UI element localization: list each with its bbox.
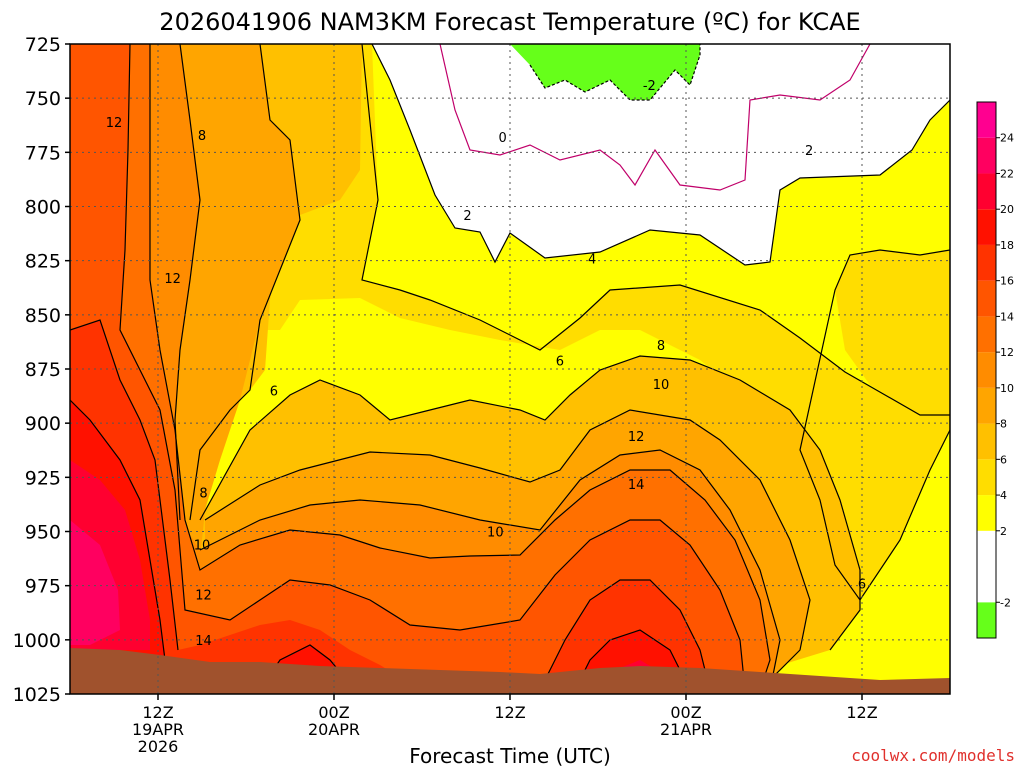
colorbar-bin: [977, 173, 996, 210]
contour-label: 8: [657, 339, 665, 354]
colorbar-tick-label: 12: [1000, 346, 1014, 359]
y-tick-label: 950: [25, 522, 61, 544]
colorbar-tick-label: 18: [1000, 239, 1014, 252]
contour-2: [371, 44, 950, 266]
y-tick-label: 1000: [13, 630, 61, 652]
x-tick-label: 00Z: [670, 703, 701, 722]
colorbar-tick-label: 10: [1000, 382, 1014, 395]
colorbar-tick-label: 22: [1000, 167, 1014, 180]
colorbar-bin: [977, 137, 996, 174]
x-tick-label: 2026: [138, 737, 179, 756]
contour-label: 10: [653, 378, 670, 393]
y-tick-label: 750: [25, 88, 61, 110]
x-tick-label: 00Z: [318, 703, 349, 722]
contour-10: [199, 449, 781, 691]
contour-label: 6: [556, 354, 564, 369]
colorbar-bin: [977, 102, 996, 138]
contour-label: 2: [805, 144, 813, 159]
contour-label: 12: [164, 272, 181, 287]
contour-16: [70, 319, 711, 691]
contour-8: [174, 44, 811, 691]
contour-neg2: [529, 44, 701, 101]
colorbar-bin: [977, 209, 996, 245]
contour-label: 6: [858, 578, 866, 593]
y-tick-label: 775: [25, 142, 61, 164]
bin-18-20-region: [70, 400, 690, 690]
colorbar-bin: [977, 495, 996, 531]
contour-4: [361, 44, 950, 416]
colorbar-tick-label: 4: [1000, 489, 1007, 502]
credit-text: coolwx.com/models: [851, 746, 1015, 765]
contour-label: 10: [487, 526, 504, 541]
contour-label: 12: [628, 430, 645, 445]
x-tick-label: 12Z: [494, 703, 525, 722]
colorbar-bin: [977, 459, 996, 496]
y-tick-label: 900: [25, 413, 61, 435]
contour-lines: [70, 44, 950, 691]
x-axis-label: Forecast Time (UTC): [409, 744, 611, 768]
y-tick-label: 825: [25, 251, 61, 273]
colorbar-tick-label: 8: [1000, 418, 1007, 431]
contour-6: [189, 44, 861, 651]
contour-label: 12: [195, 588, 212, 603]
terrain: [70, 648, 950, 694]
contour-label: 2: [463, 209, 471, 224]
bin-4-6-right-upper: [835, 250, 950, 415]
contour-label: 12: [106, 116, 123, 131]
chart-title: 2026041906 NAM3KM Forecast Temperature (…: [159, 8, 860, 36]
colorbar-frame: [976, 101, 997, 639]
bin-neg2-2-region: [372, 44, 950, 265]
contour-label: 14: [195, 634, 212, 649]
colorbar-bin: [977, 244, 996, 281]
contour-label: 0: [499, 131, 507, 146]
contour-label: 8: [199, 487, 207, 502]
grid: [70, 44, 950, 694]
contour-0: [439, 44, 871, 191]
y-tick-label: 850: [25, 305, 61, 327]
colorbar-tick-label: 6: [1000, 453, 1007, 466]
colorbar-bin: [977, 602, 996, 638]
contour-label: 4: [588, 253, 596, 268]
contour-label: 14: [628, 478, 645, 493]
x-tick-label: 19APR: [132, 720, 184, 739]
y-axis: 725 750 775 800 825 850 875 900 925 950 975 1000 102…: [13, 34, 70, 706]
y-tick-label: 1025: [13, 684, 61, 706]
colorbar-tick-label: 24: [1000, 132, 1014, 145]
contour-label: 8: [198, 129, 206, 144]
contour-12: [149, 44, 771, 691]
colorbar-tick-label: 16: [1000, 275, 1014, 288]
contour-labels: 12 8 12 6 8 10 12 14 10 2 0 -2 2 4 6 8 10 12 14 6: [106, 79, 866, 649]
x-tick-label: 20APR: [308, 720, 360, 739]
contour-label: -2: [643, 79, 656, 94]
colorbar-tick-label: 20: [1000, 203, 1014, 216]
y-tick-label: 725: [25, 34, 61, 56]
bin-12-14-region: [70, 44, 770, 690]
colorbar-bin: [977, 423, 996, 460]
y-tick-label: 975: [25, 576, 61, 598]
bin-22-24-region: [70, 520, 120, 645]
colorbar-bin: [977, 530, 996, 603]
x-tick-label: 12Z: [846, 703, 877, 722]
contour-4-right: [799, 249, 950, 602]
colorbar-bin: [977, 316, 996, 353]
contour-label: 10: [194, 539, 211, 554]
contour-14: [119, 44, 746, 691]
x-tick-label: 21APR: [660, 720, 712, 739]
colorbar-bin: [977, 280, 996, 317]
y-tick-label: 875: [25, 359, 61, 381]
y-tick-label: 800: [25, 197, 61, 219]
x-tick-label: 12Z: [142, 703, 173, 722]
colorbar-tick-label: 2: [1000, 525, 1007, 538]
bin-neg4-neg2-region: [510, 44, 700, 100]
y-tick-label: 925: [25, 467, 61, 489]
colorbar-tick-label: -2: [1000, 596, 1011, 609]
colorbar-tick-label: 14: [1000, 310, 1014, 323]
contour-label: 6: [270, 385, 278, 400]
colorbar-bin: [977, 387, 996, 424]
colorbar-bin: [977, 352, 996, 388]
